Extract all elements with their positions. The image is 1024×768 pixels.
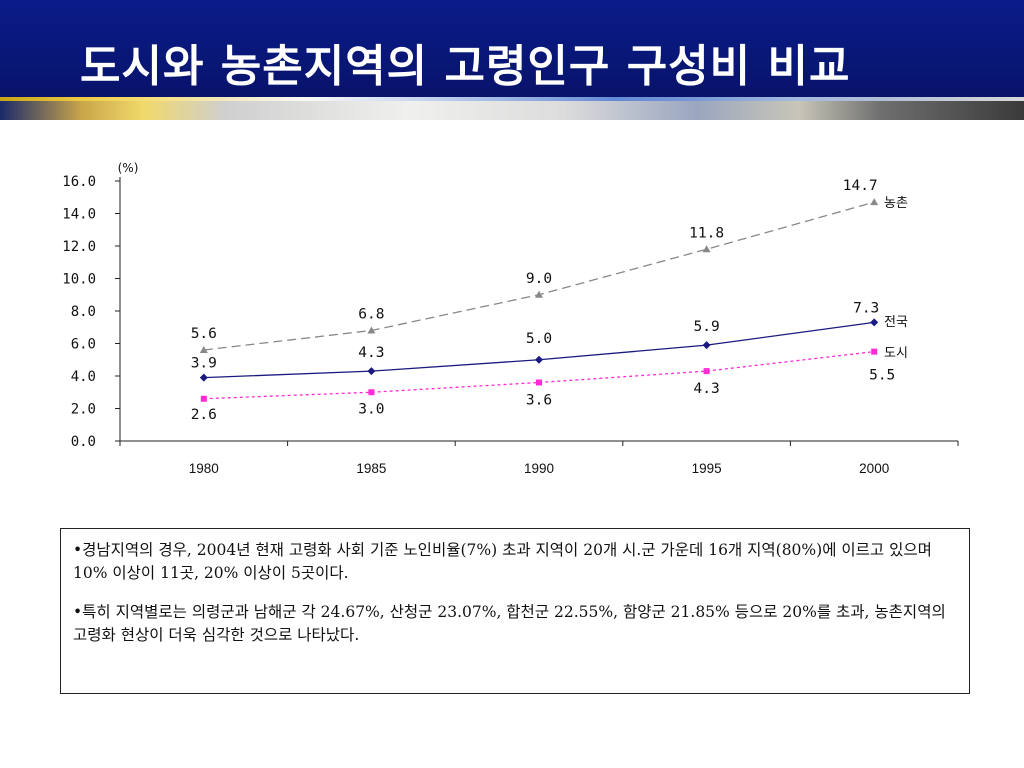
- info-box: •경남지역의 경우, 2004년 현재 고령화 사회 기준 노인비율(7%) 초…: [60, 528, 970, 694]
- data-point: [367, 326, 376, 334]
- series-name-label: 농촌: [884, 196, 908, 211]
- data-label: 6.8: [358, 307, 384, 323]
- series-line-3: [203, 350, 875, 400]
- data-point: [536, 379, 542, 386]
- info-paragraph-2: •특히 지역별로는 의령군과 남해군 각 24.67%, 산청군 23.07%,…: [73, 603, 946, 644]
- data-label: 14.7: [843, 178, 878, 194]
- y-unit-label: (%): [118, 161, 139, 175]
- data-point: [871, 348, 878, 355]
- banner-image-strip: [0, 97, 1024, 120]
- y-tick-label: 8.0: [71, 304, 96, 320]
- data-point: [702, 245, 711, 253]
- data-label: 5.9: [693, 319, 719, 335]
- data-point: [535, 355, 543, 364]
- page-title: 도시와 농촌지역의 고령인구 구성비 비교: [80, 41, 851, 92]
- x-tick-label: 1995: [692, 461, 722, 476]
- data-point: [535, 290, 543, 298]
- data-point: [703, 368, 710, 375]
- chart-area: 0.0 2.0 4.0 6.0 8.0 10.0 12.0 14.0 16.0 1980 1985 1…: [0, 120, 1024, 520]
- data-label: 4.3: [358, 345, 384, 361]
- info-paragraph-1: •경남지역의 경우, 2004년 현재 고령화 사회 기준 노인비율(7%) 초…: [73, 541, 932, 582]
- data-label: 5.5: [869, 368, 895, 384]
- data-label: 3.0: [358, 401, 384, 417]
- x-tick-label: 1985: [356, 461, 386, 476]
- data-label: 9.0: [526, 271, 552, 287]
- y-tick-label: 14.0: [62, 207, 96, 223]
- data-label: 5.6: [191, 326, 217, 342]
- y-tick-label: 16.0: [62, 174, 96, 190]
- x-tick-label: 1990: [524, 461, 554, 476]
- data-point: [199, 346, 208, 353]
- banner-highlight: [0, 97, 1024, 101]
- line-chart: 0.0 2.0 4.0 6.0 8.0 10.0 12.0 14.0 16.0 1980 1985 1…: [62, 161, 959, 476]
- series-name-label: 도시: [884, 346, 908, 361]
- y-tick-label: 0.0: [71, 434, 96, 450]
- series-name-label: 전국: [884, 315, 908, 330]
- data-point: [200, 395, 207, 402]
- y-tick-label: 4.0: [71, 369, 96, 385]
- data-label: 11.8: [689, 225, 724, 241]
- data-label: 7.3: [853, 300, 879, 316]
- data-point: [870, 198, 879, 206]
- data-label: 3.9: [191, 356, 217, 372]
- data-label: 2.6: [191, 407, 217, 423]
- data-point: [199, 373, 208, 382]
- y-tick-label: 2.0: [71, 402, 96, 418]
- y-tick-label: 12.0: [62, 239, 96, 255]
- data-label: 5.0: [526, 331, 552, 347]
- y-tick-label: 6.0: [71, 337, 96, 353]
- data-label: 3.6: [526, 393, 552, 409]
- data-point: [870, 318, 879, 327]
- data-point: [368, 389, 375, 396]
- data-point: [702, 341, 711, 350]
- data-label: 4.3: [693, 381, 719, 397]
- header-banner: 도시와 농촌지역의 고령인구 구성비 비교: [0, 0, 1024, 120]
- x-tick-label: 2000: [859, 461, 889, 476]
- y-tick-label: 10.0: [62, 272, 96, 288]
- data-point: [367, 367, 376, 376]
- x-tick-label: 1980: [189, 461, 219, 476]
